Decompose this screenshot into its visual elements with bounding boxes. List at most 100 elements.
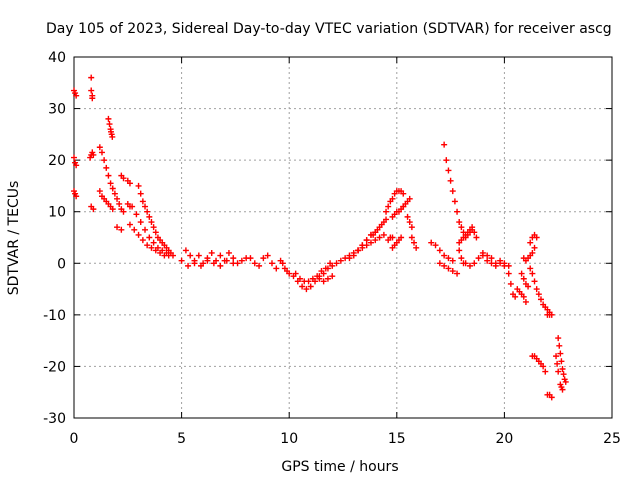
data-point bbox=[182, 247, 189, 254]
data-point bbox=[456, 219, 463, 226]
data-point bbox=[96, 188, 103, 195]
series-s52 bbox=[529, 353, 549, 375]
data-point bbox=[191, 260, 198, 267]
data-point bbox=[139, 198, 146, 205]
y-tick-label: -30 bbox=[43, 411, 66, 427]
data-point bbox=[142, 226, 149, 233]
tick-labels: 0 5 10 15 20 25 -30 -20 -10 0 10 20 30 40 bbox=[43, 50, 621, 447]
y-tick-label: -10 bbox=[43, 308, 66, 324]
data-point bbox=[559, 366, 566, 373]
data-point bbox=[157, 249, 164, 256]
plot-frame bbox=[73, 56, 613, 419]
data-point bbox=[105, 172, 112, 179]
data-point bbox=[447, 177, 454, 184]
y-tick-label: -20 bbox=[43, 359, 66, 375]
series-s24 bbox=[316, 273, 336, 285]
data-point bbox=[185, 262, 192, 269]
series-s3 bbox=[71, 188, 80, 200]
data-point bbox=[307, 283, 314, 290]
series-s40 bbox=[428, 239, 456, 264]
data-point bbox=[111, 190, 118, 197]
data-point bbox=[142, 203, 149, 210]
data-point bbox=[471, 229, 478, 236]
data-point bbox=[73, 92, 80, 99]
data-point bbox=[204, 257, 211, 264]
data-point bbox=[109, 133, 116, 140]
data-point bbox=[150, 224, 157, 231]
data-point bbox=[436, 260, 443, 267]
series-s4 bbox=[88, 74, 96, 102]
series-s21 bbox=[277, 257, 293, 277]
data-point bbox=[385, 203, 392, 210]
data-point bbox=[367, 239, 374, 246]
data-point bbox=[449, 268, 456, 275]
y-tick-label: 20 bbox=[48, 153, 66, 169]
data-point bbox=[318, 268, 325, 275]
data-point bbox=[535, 291, 542, 298]
data-point bbox=[109, 206, 116, 213]
data-point bbox=[557, 350, 564, 357]
data-point bbox=[135, 231, 142, 238]
data-point bbox=[445, 265, 452, 272]
data-point bbox=[101, 157, 108, 164]
data-point bbox=[268, 260, 275, 267]
data-point bbox=[398, 234, 405, 241]
x-tick-label: 15 bbox=[388, 431, 406, 447]
axis-ticks bbox=[73, 56, 613, 419]
data-point bbox=[152, 247, 159, 254]
series-s7 bbox=[105, 115, 116, 140]
series-s32 bbox=[404, 213, 415, 231]
series-s5 bbox=[87, 149, 97, 161]
data-point bbox=[548, 394, 555, 401]
data-point bbox=[169, 252, 176, 259]
data-point bbox=[217, 262, 224, 269]
data-point bbox=[449, 188, 456, 195]
series-s10 bbox=[118, 172, 133, 187]
data-point bbox=[260, 255, 267, 262]
data-point bbox=[187, 252, 194, 259]
data-point bbox=[329, 273, 336, 280]
data-point bbox=[217, 252, 224, 259]
data-point bbox=[337, 257, 344, 264]
series-s48 bbox=[520, 234, 540, 264]
series-s13 bbox=[114, 224, 125, 233]
data-point bbox=[471, 260, 478, 267]
data-point bbox=[522, 298, 529, 305]
data-point bbox=[400, 190, 407, 197]
data-point bbox=[406, 219, 413, 226]
data-point bbox=[350, 252, 357, 259]
data-point bbox=[144, 242, 151, 249]
data-point bbox=[363, 237, 370, 244]
data-point bbox=[441, 262, 448, 269]
series-s31 bbox=[400, 195, 413, 210]
data-point bbox=[230, 260, 237, 267]
data-point bbox=[230, 255, 237, 262]
series-s46 bbox=[514, 286, 529, 305]
data-point bbox=[469, 224, 476, 231]
data-point bbox=[355, 247, 362, 254]
data-point bbox=[137, 219, 144, 226]
data-point bbox=[208, 249, 215, 256]
series-s39 bbox=[456, 224, 476, 246]
series-s47 bbox=[518, 270, 532, 290]
series-s20 bbox=[247, 252, 280, 272]
data-point bbox=[299, 283, 306, 290]
data-point bbox=[406, 195, 413, 202]
series-s34 bbox=[389, 234, 405, 251]
data-point bbox=[309, 275, 316, 282]
data-point bbox=[518, 270, 525, 277]
series-s19 bbox=[178, 257, 237, 269]
series-s50 bbox=[527, 231, 538, 246]
series-s9 bbox=[96, 188, 116, 213]
data-point bbox=[408, 234, 415, 241]
data-point bbox=[562, 378, 569, 385]
data-point bbox=[333, 260, 340, 267]
data-point bbox=[305, 278, 312, 285]
series-s14 bbox=[135, 182, 168, 249]
series-s8 bbox=[96, 144, 123, 207]
data-point bbox=[555, 368, 562, 375]
data-point bbox=[529, 270, 536, 277]
data-point bbox=[456, 247, 463, 254]
series-s37 bbox=[441, 141, 467, 236]
grid-lines bbox=[74, 57, 612, 418]
